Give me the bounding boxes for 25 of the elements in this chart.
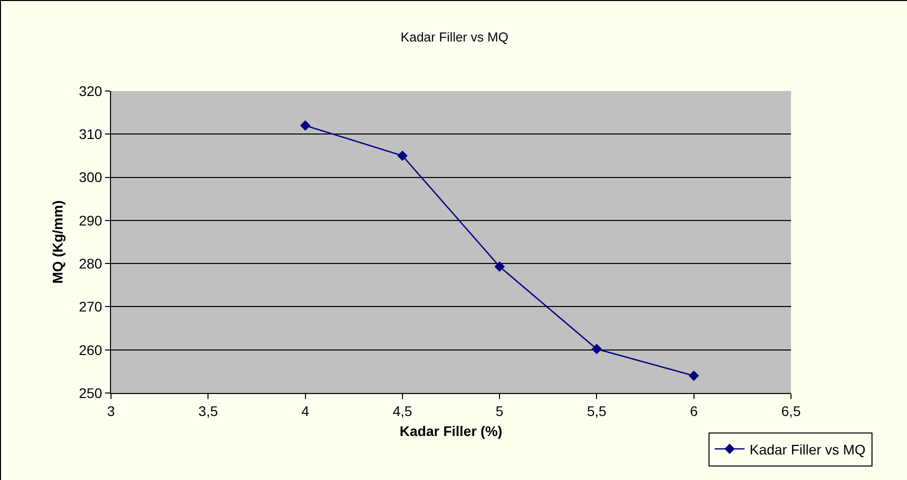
x-tick-label: 6,5 bbox=[781, 402, 801, 419]
y-tick-label: 310 bbox=[78, 126, 102, 142]
y-axis-title: MQ (Kg/mm) bbox=[49, 200, 66, 284]
point bbox=[397, 150, 408, 161]
y-tick-label: 300 bbox=[78, 169, 102, 186]
x-tick-label: 3,5 bbox=[198, 402, 218, 419]
x-tick-label: 4,5 bbox=[392, 402, 412, 419]
y-tick-label: 280 bbox=[78, 255, 102, 272]
x-tick-label: 6 bbox=[690, 402, 698, 419]
x-tick-label: 3 bbox=[107, 402, 116, 419]
x-tick-label: 4 bbox=[301, 402, 310, 419]
point bbox=[592, 344, 602, 354]
y-tick-label: 320 bbox=[78, 82, 102, 99]
legend-label: Kadar Filler vs MQ bbox=[750, 441, 866, 458]
x-tick-label: 5,5 bbox=[586, 402, 607, 419]
point bbox=[494, 261, 505, 272]
point bbox=[688, 370, 700, 381]
x-axis-title: Kadar Filler (%) bbox=[400, 423, 502, 440]
point bbox=[300, 120, 310, 131]
y-tick-label: 250 bbox=[78, 384, 102, 401]
y-tick-label: 270 bbox=[78, 298, 102, 315]
y-tick-label: 260 bbox=[78, 342, 102, 358]
chart-title: Kadar Filler vs MQ bbox=[400, 29, 508, 44]
x-tick-label: 5 bbox=[496, 402, 504, 419]
y-tick-label: 290 bbox=[78, 212, 102, 228]
